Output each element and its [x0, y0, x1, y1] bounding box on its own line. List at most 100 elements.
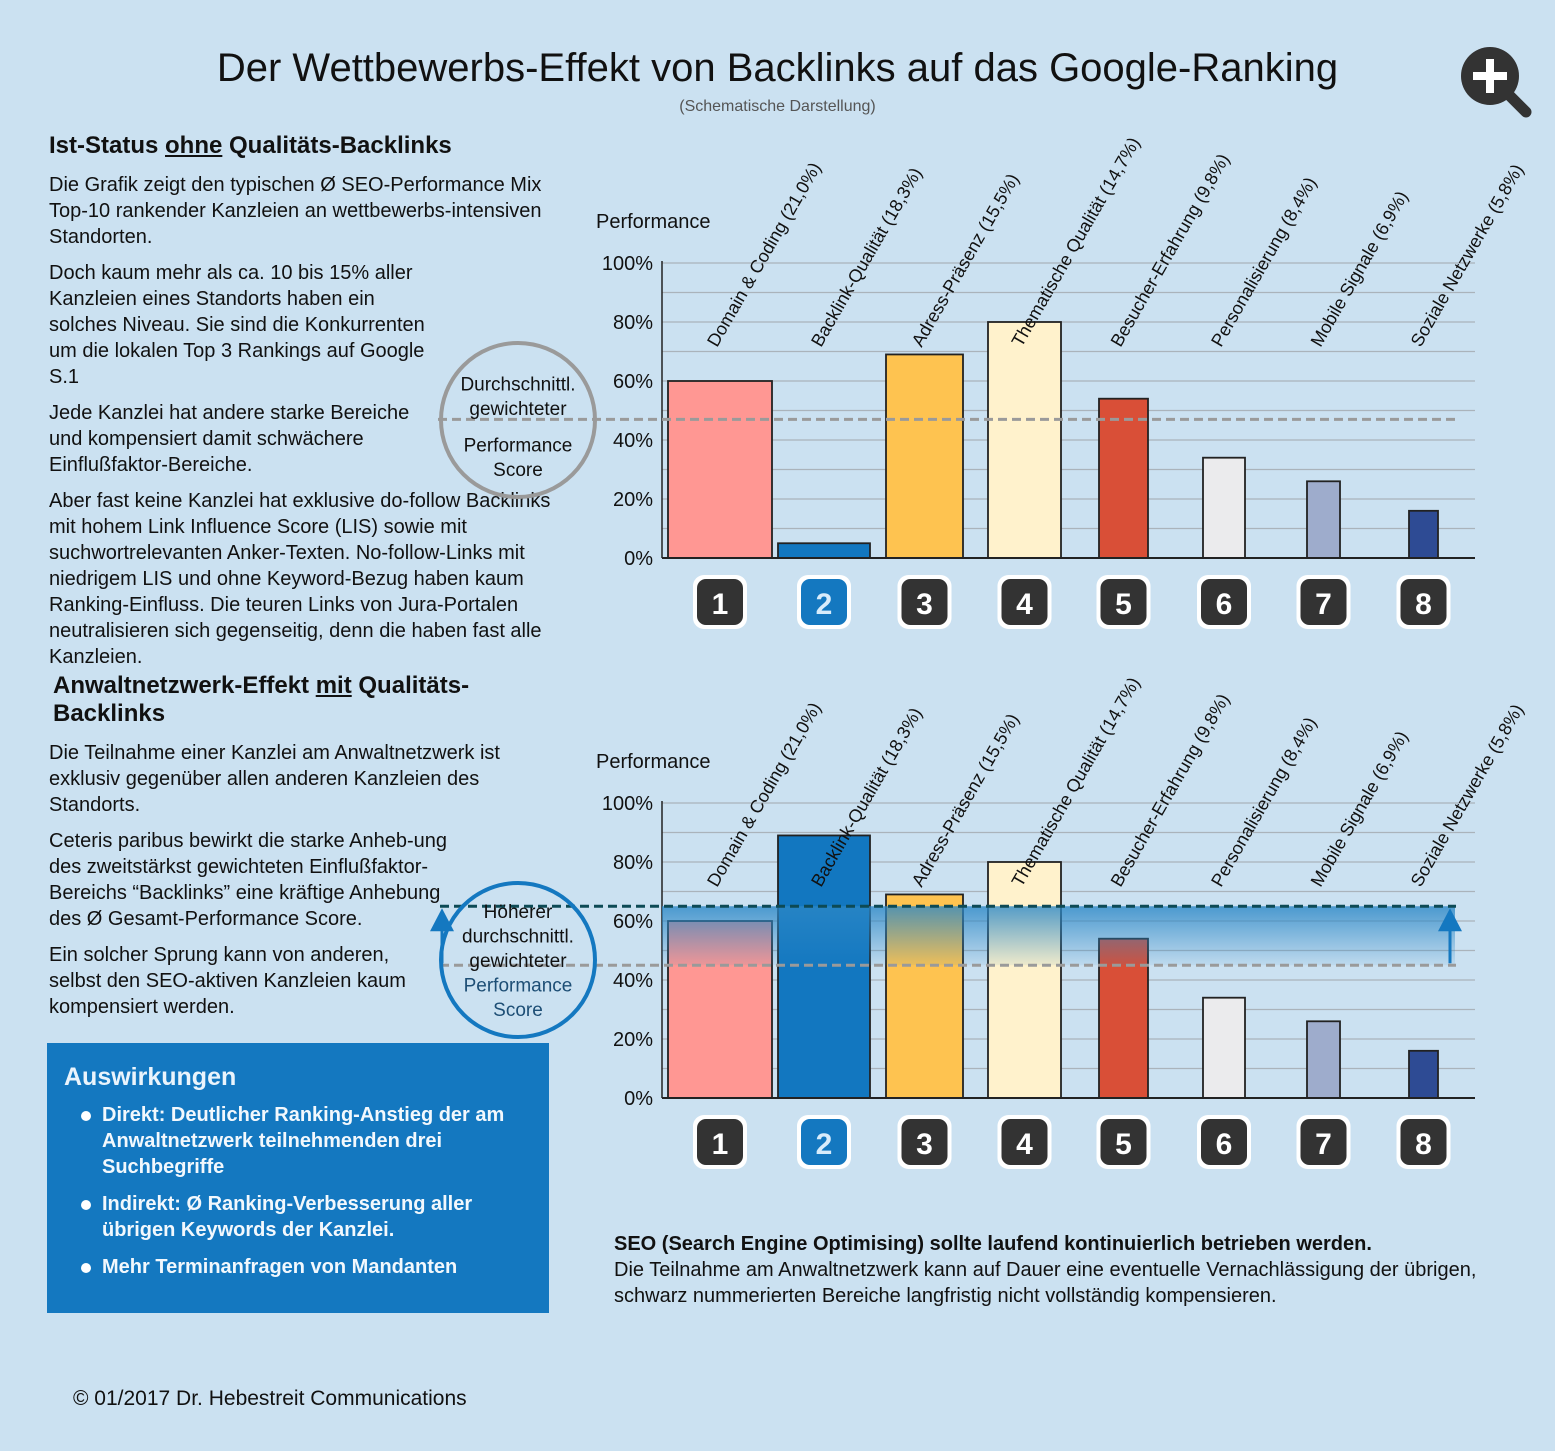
badge-fill — [1300, 579, 1347, 625]
y-tick-label: 0% — [624, 1088, 653, 1110]
zoom-in-icon[interactable] — [1458, 44, 1534, 120]
badge-fill — [801, 579, 847, 625]
section1-paragraph: Doch kaum mehr als ca. 10 bis 15% aller … — [49, 262, 425, 388]
badge-fill — [901, 1119, 948, 1165]
section-network-effect: Anwaltnetzwerk-Effekt mit Qualitäts-Back… — [49, 672, 569, 1030]
category-label: Domain & Coding (21,0%) — [703, 159, 825, 350]
section1-paragraph: Aber fast keine Kanzlei hat exklusive do… — [49, 490, 551, 668]
category-number-badge: 2 — [797, 575, 851, 629]
category-number-badge: 1 — [693, 1115, 747, 1169]
bar-5 — [1098, 397, 1149, 559]
category-number-badge: 1 — [693, 575, 747, 629]
section2-paragraph: Die Teilnahme einer Kanzlei am Anwaltnet… — [49, 742, 500, 816]
bar-3 — [885, 353, 964, 559]
rise-arrowhead — [1438, 908, 1462, 932]
badge-number: 7 — [1315, 588, 1332, 621]
category-number-badge: 5 — [1096, 1115, 1151, 1169]
badge-number: 8 — [1415, 588, 1432, 621]
seo-note: SEO (Search Engine Optimising) sollte la… — [614, 1231, 1514, 1309]
category-label: Personalisierung (8,4%) — [1207, 174, 1320, 350]
average-score-circle — [439, 881, 597, 1039]
category-number-badge: 7 — [1296, 575, 1351, 629]
effects-item: Mehr Terminanfragen von Mandanten — [64, 1254, 525, 1280]
bar-4 — [987, 861, 1062, 1099]
average-score-label: Höherer — [484, 902, 553, 923]
badge-number: 5 — [1115, 1128, 1132, 1161]
effects-item: Indirekt: Ø Ranking-Verbesserung aller ü… — [64, 1191, 525, 1243]
section2-paragraph: Ein solcher Sprung kann von anderen, sel… — [49, 944, 406, 1018]
page-subtitle: (Schematische Darstellung) — [679, 98, 876, 115]
average-score-label: gewichteter — [469, 951, 567, 972]
badge-fill — [901, 579, 948, 625]
y-tick-label: 40% — [613, 970, 653, 992]
badge-number: 2 — [816, 1128, 833, 1161]
bar-7 — [1306, 480, 1341, 559]
seo-note-bold: SEO (Search Engine Optimising) sollte la… — [614, 1233, 1372, 1255]
category-number-badge: 6 — [1197, 1115, 1251, 1169]
y-tick-label: 100% — [602, 793, 653, 815]
y-tick-label: 80% — [613, 312, 653, 334]
badge-fill — [1201, 579, 1247, 625]
category-label: Mobile Signale (6,9%) — [1307, 187, 1412, 350]
average-score-label: Performance — [464, 976, 573, 997]
category-number-badge: 2 — [797, 1115, 851, 1169]
y-tick-label: 20% — [613, 1029, 653, 1051]
bar-1 — [667, 380, 773, 559]
category-number-badge: 6 — [1197, 575, 1251, 629]
y-tick-label: 40% — [613, 430, 653, 452]
section2-paragraph: Ceteris paribus bewirkt die starke Anheb… — [49, 830, 447, 930]
average-score-label: durchschnittl. — [462, 927, 574, 948]
badge-number: 3 — [916, 588, 933, 621]
bar-2 — [777, 542, 871, 559]
section-status-quo: Ist-Status ohne Qualitäts-Backlinks Die … — [49, 132, 569, 680]
category-label: Personalisierung (8,4%) — [1207, 714, 1320, 890]
badge-number: 1 — [712, 1128, 729, 1161]
average-score-label: Performance — [464, 435, 573, 456]
badge-fill — [1400, 1119, 1447, 1165]
category-label: Besucher-Erfahrung (9,8%) — [1107, 690, 1234, 890]
category-number-badge: 3 — [897, 1115, 952, 1169]
badge-fill — [697, 579, 743, 625]
category-number-badge: 4 — [997, 575, 1052, 629]
category-number-badge: 8 — [1396, 575, 1451, 629]
average-score-label: Score — [493, 1000, 543, 1021]
y-tick-label: 100% — [602, 253, 653, 275]
badge-number: 7 — [1315, 1128, 1332, 1161]
section1-paragraph: Die Grafik zeigt den typischen Ø SEO-Per… — [49, 174, 542, 248]
y-axis-title: Performance — [596, 211, 711, 233]
bar-6 — [1202, 456, 1246, 559]
badge-fill — [1100, 579, 1147, 625]
average-score-label: Durchschnittl. — [460, 374, 575, 395]
badge-number: 8 — [1415, 1128, 1432, 1161]
y-tick-label: 60% — [613, 911, 653, 933]
section1-paragraph: Jede Kanzlei hat andere starke Bereiche … — [49, 402, 410, 476]
y-tick-label: 80% — [613, 852, 653, 874]
average-score-label: Score — [493, 460, 543, 481]
badge-fill — [1201, 1119, 1247, 1165]
bar-6 — [1202, 996, 1246, 1099]
bar-8 — [1408, 1049, 1439, 1099]
y-tick-label: 20% — [613, 489, 653, 511]
badge-number: 6 — [1216, 588, 1233, 621]
section2-heading: Anwaltnetzwerk-Effekt mit Qualitäts-Back… — [53, 672, 470, 727]
badge-number: 4 — [1016, 588, 1033, 621]
category-label: Besucher-Erfahrung (9,8%) — [1107, 150, 1234, 350]
badge-number: 1 — [712, 588, 729, 621]
average-rise-band — [662, 906, 1455, 966]
section1-heading: Ist-Status ohne Qualitäts-Backlinks — [49, 132, 452, 159]
category-label: Mobile Signale (6,9%) — [1307, 727, 1412, 890]
chart-network-effect: 0% 20% 40% 60% 80% 100% Performance Höherer durc… — [430, 674, 1528, 1169]
bar-8 — [1408, 509, 1439, 559]
category-number-badge: 5 — [1096, 575, 1151, 629]
effects-box: Auswirkungen Direkt: Deutlicher Ranking-… — [47, 1043, 549, 1313]
seo-note-text: Die Teilnahme am Anwaltnetzwerk kann auf… — [614, 1259, 1477, 1307]
badge-number: 4 — [1016, 1128, 1033, 1161]
badge-fill — [697, 1119, 743, 1165]
badge-number: 5 — [1115, 588, 1132, 621]
badge-fill — [1100, 1119, 1147, 1165]
y-axis-title: Performance — [596, 751, 711, 773]
copyright: © 01/2017 Dr. Hebestreit Communications — [73, 1387, 467, 1410]
badge-fill — [1300, 1119, 1347, 1165]
effects-item: Direkt: Deutlicher Ranking-Anstieg der a… — [64, 1102, 525, 1180]
y-tick-label: 0% — [624, 548, 653, 570]
